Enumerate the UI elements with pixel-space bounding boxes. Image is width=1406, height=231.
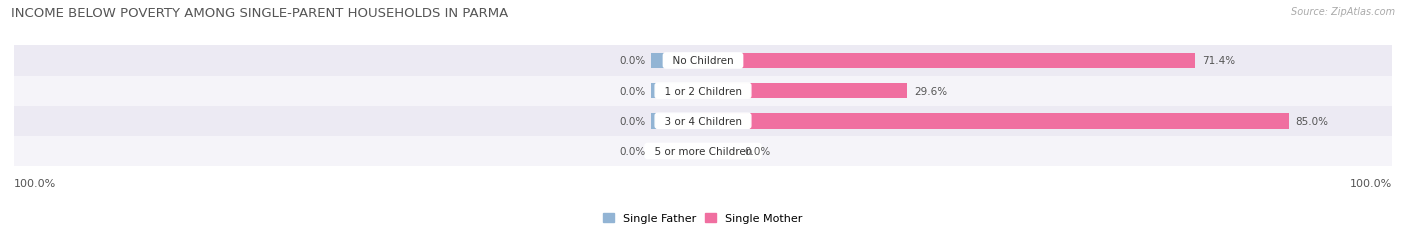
Text: 0.0%: 0.0% [620, 146, 645, 156]
Text: No Children: No Children [666, 56, 740, 66]
Bar [14, 136, 1392, 166]
Text: Source: ZipAtlas.com: Source: ZipAtlas.com [1291, 7, 1395, 17]
Text: 3 or 4 Children: 3 or 4 Children [658, 116, 748, 126]
Text: 100.0%: 100.0% [14, 178, 56, 188]
Text: 0.0%: 0.0% [744, 146, 770, 156]
Bar [14, 46, 1392, 76]
Text: 5 or more Children: 5 or more Children [648, 146, 758, 156]
Bar [703, 143, 738, 159]
Bar [703, 53, 1195, 69]
Bar [651, 83, 703, 99]
Bar [703, 113, 1289, 129]
Text: 85.0%: 85.0% [1295, 116, 1329, 126]
Bar [703, 83, 907, 99]
Bar [651, 53, 703, 69]
Text: INCOME BELOW POVERTY AMONG SINGLE-PARENT HOUSEHOLDS IN PARMA: INCOME BELOW POVERTY AMONG SINGLE-PARENT… [11, 7, 509, 20]
Text: 0.0%: 0.0% [620, 56, 645, 66]
Text: 1 or 2 Children: 1 or 2 Children [658, 86, 748, 96]
Text: 71.4%: 71.4% [1202, 56, 1234, 66]
Text: 0.0%: 0.0% [620, 86, 645, 96]
Legend: Single Father, Single Mother: Single Father, Single Mother [603, 213, 803, 223]
Text: 100.0%: 100.0% [1350, 178, 1392, 188]
Text: 29.6%: 29.6% [914, 86, 946, 96]
Bar [14, 76, 1392, 106]
Bar [651, 113, 703, 129]
Bar [14, 106, 1392, 136]
Text: 0.0%: 0.0% [620, 116, 645, 126]
Bar [651, 143, 703, 159]
